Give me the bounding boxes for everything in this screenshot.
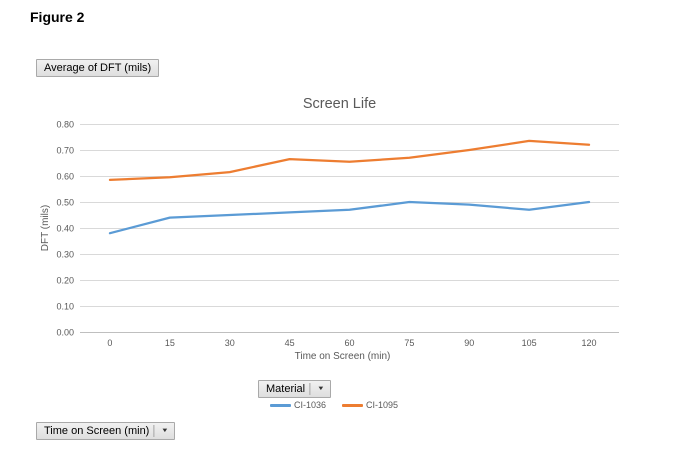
axis-field-label: Time on Screen (min) bbox=[44, 425, 150, 437]
value-field-button[interactable]: Average of DFT (mils) bbox=[36, 59, 160, 77]
x-tick-label: 60 bbox=[344, 338, 354, 348]
legend-label: CI-1036 bbox=[293, 400, 326, 410]
legend-field-button[interactable]: Material ▼ bbox=[258, 380, 332, 398]
value-field-label: Average of DFT (mils) bbox=[44, 62, 152, 74]
x-tick-label: 90 bbox=[464, 338, 474, 348]
legend-label: CI-1095 bbox=[366, 400, 399, 410]
figure-title: Figure 2 bbox=[30, 9, 85, 25]
axis-field-button[interactable]: Time on Screen (min) ▼ bbox=[36, 422, 176, 440]
chart-title: Screen Life bbox=[303, 96, 376, 112]
series-line-CI-1095 bbox=[108, 139, 591, 182]
y-tick-label: 0.00 bbox=[56, 328, 74, 338]
x-tick-label: 105 bbox=[522, 338, 537, 348]
legend-item-CI-1036: CI-1036 bbox=[269, 400, 326, 410]
legend-line-swatch bbox=[269, 403, 291, 407]
y-tick-label: 0.40 bbox=[56, 224, 74, 234]
y-tick-label: 0.10 bbox=[56, 302, 74, 312]
x-tick-label: 120 bbox=[582, 338, 597, 348]
y-tick-label: 0.20 bbox=[56, 276, 74, 286]
dropdown-arrow-icon[interactable]: ▼ bbox=[309, 383, 325, 395]
x-tick-label: 15 bbox=[165, 338, 175, 348]
x-tick-label: 75 bbox=[404, 338, 414, 348]
y-tick-label: 0.30 bbox=[56, 250, 74, 260]
y-axis-title: DFT (mils) bbox=[40, 205, 51, 251]
series-line-CI-1036 bbox=[108, 200, 591, 235]
legend-field-label: Material bbox=[266, 383, 306, 395]
y-tick-label: 0.80 bbox=[56, 120, 74, 130]
y-tick-label: 0.70 bbox=[56, 146, 74, 156]
legend-line-swatch bbox=[342, 403, 363, 407]
dropdown-arrow-icon[interactable]: ▼ bbox=[153, 425, 169, 437]
x-tick-label: 45 bbox=[285, 338, 295, 348]
y-tick-label: 0.60 bbox=[56, 172, 74, 182]
x-tick-label: 0 bbox=[107, 338, 112, 348]
chart-legend: CI-1036 CI-1095 bbox=[36, 400, 632, 410]
legend-item-CI-1095: CI-1095 bbox=[342, 400, 398, 410]
x-tick-label: 30 bbox=[225, 338, 235, 348]
y-tick-label: 0.50 bbox=[56, 198, 74, 208]
x-axis-title: Time on Screen (min) bbox=[295, 351, 391, 362]
chart: 0.00 0.10 0.20 0.30 0.40 0.50 0.60 0.70 0.80 0 15 3… bbox=[40, 96, 619, 362]
